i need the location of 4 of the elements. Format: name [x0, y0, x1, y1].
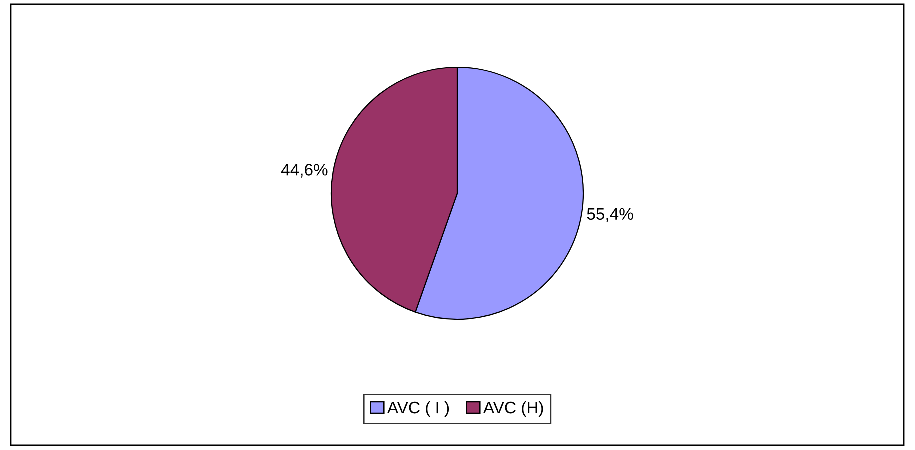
- legend-label: AVC (H): [483, 401, 544, 417]
- data-label: 44,6%: [281, 164, 328, 178]
- legend-label: AVC ( I ): [387, 401, 450, 417]
- data-label: 55,4%: [587, 208, 634, 222]
